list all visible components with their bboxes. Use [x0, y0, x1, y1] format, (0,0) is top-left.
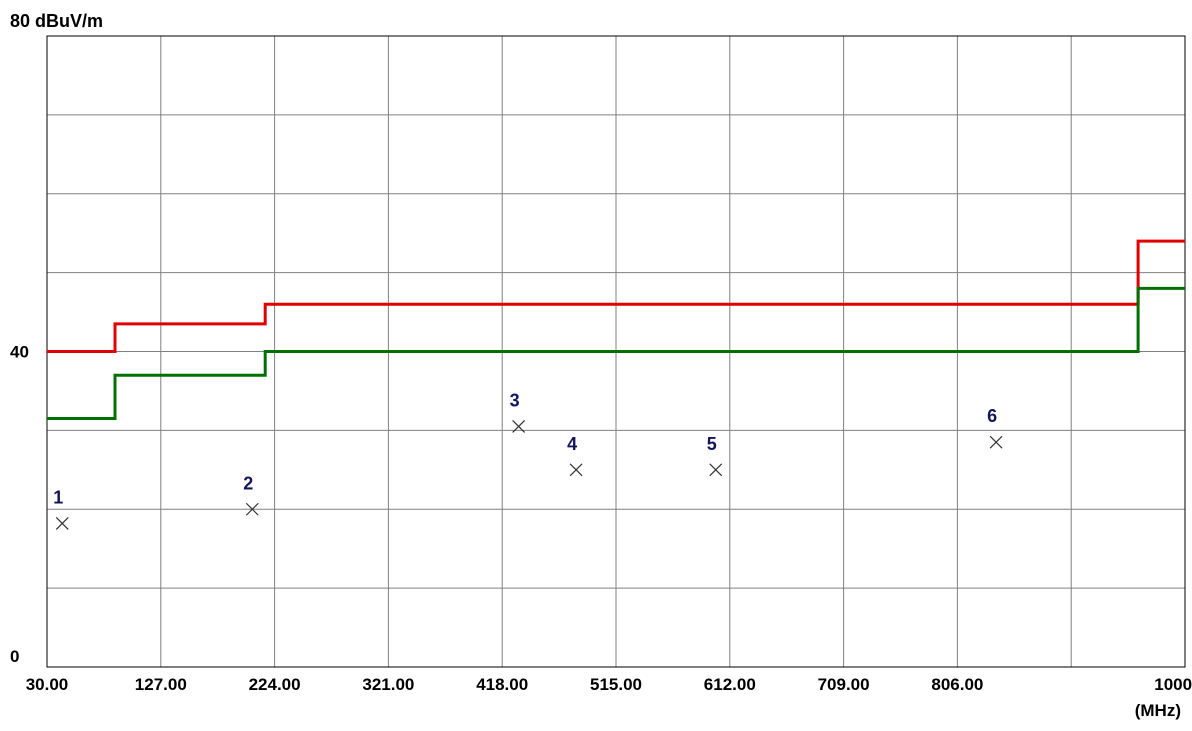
x-tick-label: 806.00 [931, 675, 983, 694]
x-tick-label: 30.00 [26, 675, 69, 694]
x-tick-label: 709.00 [818, 675, 870, 694]
marker-2: 2 [243, 473, 259, 516]
marker-3: 3 [510, 390, 526, 433]
marker-cross [55, 517, 69, 530]
y-tick-label: 0 [10, 647, 19, 666]
marker-label: 5 [707, 434, 717, 454]
marker-6: 6 [987, 406, 1003, 449]
x-tick-label: 418.00 [476, 675, 528, 694]
marker-cross [512, 420, 526, 433]
x-tick-label: 127.00 [135, 675, 187, 694]
marker-1: 1 [53, 487, 69, 530]
marker-label: 1 [53, 487, 63, 507]
marker-label: 4 [567, 434, 577, 454]
x-tick-label: 1000.00 [1154, 675, 1192, 694]
x-tick-label: 321.00 [362, 675, 414, 694]
x-tick-labels: 30.00 127.00 224.00 321.00 418.00 515.00 612.0… [26, 675, 1192, 694]
measurement-markers: 1 2 3 4 5 6 [53, 390, 1003, 530]
marker-label: 3 [510, 390, 520, 410]
limit-line-red [47, 239, 1185, 353]
marker-4: 4 [567, 434, 583, 477]
y-axis-unit-label: 80 dBuV/m [10, 11, 103, 31]
x-tick-label: 224.00 [249, 675, 301, 694]
x-axis-unit-label: (MHz) [1135, 701, 1181, 720]
marker-cross [989, 435, 1003, 449]
x-tick-label: 612.00 [704, 675, 756, 694]
limit-lines [47, 239, 1185, 420]
limit-line-green [47, 286, 1185, 420]
y-tick-labels: 40 0 [10, 343, 29, 667]
marker-label: 2 [243, 473, 253, 493]
x-tick-label: 515.00 [590, 675, 642, 694]
marker-5: 5 [707, 434, 723, 477]
y-tick-label: 40 [10, 343, 29, 362]
marker-cross [245, 502, 259, 516]
marker-label: 6 [987, 406, 997, 426]
marker-cross [569, 463, 583, 477]
marker-cross [709, 463, 723, 477]
